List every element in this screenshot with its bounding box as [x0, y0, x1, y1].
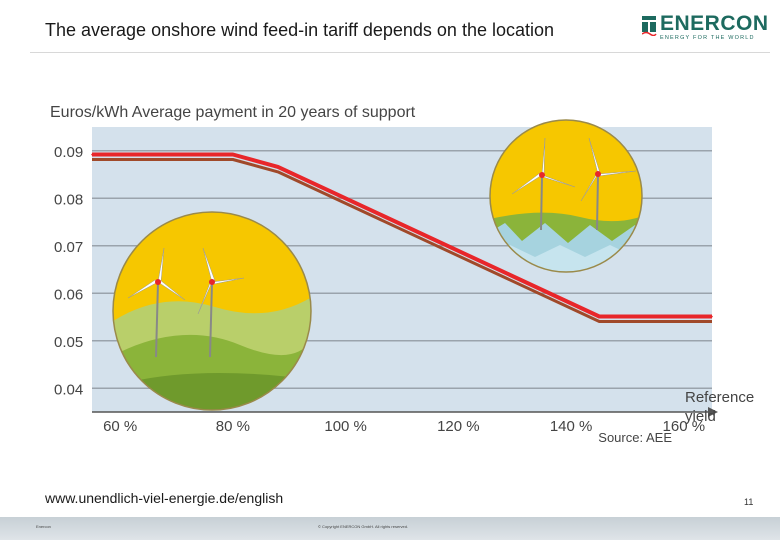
y-tick-labels: 0.09 0.08 0.07 0.06 0.05 0.04 [54, 144, 83, 399]
y-tick-label: 0.05 [54, 334, 83, 351]
x-tick-label: 60 % [103, 418, 137, 435]
x-axis-title: Reference yield [685, 389, 758, 425]
tariff-chart: 0.09 0.08 0.07 0.06 0.05 0.04 [50, 104, 758, 445]
page-title: The average onshore wind feed-in tariff … [45, 20, 555, 40]
x-tick-label: 120 % [437, 418, 480, 435]
chart-title: Euros/kWh Average payment in 20 years of… [50, 104, 416, 121]
logo-tagline: ENERGY FOR THE WORLD [660, 35, 755, 41]
logo-wordmark: ENERCON [660, 12, 769, 35]
x-axis-arrow [708, 407, 718, 417]
footer-copyright: © Copyright ENERCON GmbH. All rights res… [318, 524, 409, 529]
x-tick-label: 80 % [216, 418, 250, 435]
page-number: 11 [744, 497, 754, 507]
data-point [91, 153, 93, 156]
footer-company: Enercon [36, 524, 51, 529]
series-line-shadow [92, 158, 712, 323]
x-tick-labels: 60 % 80 % 100 % 120 % 140 % 160 % [103, 418, 705, 435]
x-tick-label: 160 % [663, 418, 706, 435]
x-tick-label: 100 % [324, 418, 367, 435]
title-divider [30, 52, 770, 53]
footer-bar: Enercon © Copyright ENERCON GmbH. All ri… [0, 517, 780, 540]
source-url: www.unendlich-viel-energie.de/english [45, 490, 284, 506]
y-tick-label: 0.08 [54, 191, 83, 208]
y-tick-label: 0.07 [54, 239, 83, 256]
low-yield-illustration [112, 211, 312, 411]
y-tick-label: 0.06 [54, 286, 83, 303]
series-layer [91, 152, 713, 323]
data-point [277, 166, 279, 168]
x-axis-title-line1: Reference [685, 389, 754, 406]
y-tick-label: 0.09 [54, 144, 83, 161]
data-point [711, 315, 713, 318]
y-tick-label: 0.04 [54, 381, 83, 398]
enercon-logo-icon [641, 16, 657, 37]
source-label: Source: AEE [598, 430, 672, 445]
data-point [232, 153, 234, 156]
x-axis-title-line2: yield [685, 408, 716, 425]
x-tick-label: 140 % [550, 418, 593, 435]
enercon-logo: ENERCON ENERGY FOR THE WORLD [641, 12, 768, 44]
data-point [598, 315, 601, 318]
